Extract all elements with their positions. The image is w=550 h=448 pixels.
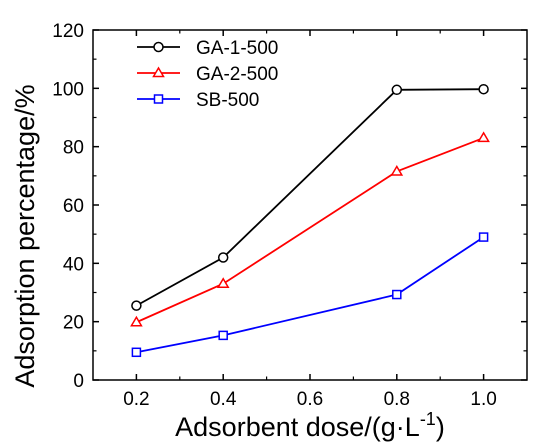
- x-axis-title-sup: -1: [420, 409, 436, 429]
- series-line: [136, 236, 485, 354]
- legend-marker: [153, 94, 164, 104]
- y-tick-label: 40: [63, 254, 84, 275]
- legend-entry: SB-500: [137, 90, 259, 111]
- series-SB-500: [131, 232, 489, 358]
- legend-label: GA-2-500: [196, 64, 278, 85]
- y-tick-label: 100: [52, 79, 84, 100]
- legend-entry: GA-2-500: [137, 64, 278, 85]
- x-tick-label: 0.8: [384, 389, 410, 410]
- x-axis-title: Adsorbent dose/(g·L-1): [175, 409, 445, 442]
- legend-label: SB-500: [196, 90, 259, 111]
- y-tick-label: 60: [63, 196, 84, 217]
- y-tick-label: 80: [63, 138, 84, 159]
- x-tick-label: 0.4: [210, 389, 237, 410]
- data-point: [478, 83, 489, 95]
- x-axis-title-end: ): [436, 412, 445, 442]
- series-line: [136, 137, 484, 324]
- y-tick-label: 120: [52, 21, 84, 42]
- series-line: [135, 88, 484, 307]
- data-point: [391, 84, 403, 96]
- y-axis-title: Adsorption percentage/%: [10, 84, 40, 387]
- plot-frame: [92, 29, 528, 381]
- y-tick-label: 20: [63, 313, 84, 334]
- legend-label: GA-1-500: [196, 38, 278, 59]
- series-group: [130, 83, 490, 358]
- x-axis-title-main: Adsorbent dose/(g·L: [175, 412, 420, 442]
- data-point: [218, 330, 228, 341]
- data-point: [217, 252, 229, 263]
- data-point: [478, 232, 489, 242]
- axis-ticks: 0 20 40 60 80 100 120 0.2 0.4 0.6 0.8 1.0: [52, 21, 527, 410]
- series-GA-2-500: [130, 131, 490, 327]
- x-tick-label: 0.6: [297, 389, 323, 410]
- x-tick-label: 0.2: [123, 389, 149, 410]
- plot-area-border: [92, 29, 528, 381]
- legend-marker: [153, 41, 164, 53]
- data-point: [216, 277, 230, 288]
- series-GA-1-500: [131, 83, 489, 311]
- data-point: [477, 131, 490, 143]
- data-point: [131, 347, 142, 358]
- legend: GA-1-500 GA-2-500 SB-500: [137, 38, 278, 111]
- x-tick-label: 1.0: [470, 389, 496, 410]
- data-point: [392, 289, 402, 300]
- legend-entry: GA-1-500: [137, 38, 278, 59]
- data-point: [390, 164, 404, 176]
- data-point: [131, 300, 142, 311]
- legend-marker: [152, 66, 165, 78]
- data-point: [130, 315, 143, 327]
- y-tick-label: 0: [73, 371, 84, 392]
